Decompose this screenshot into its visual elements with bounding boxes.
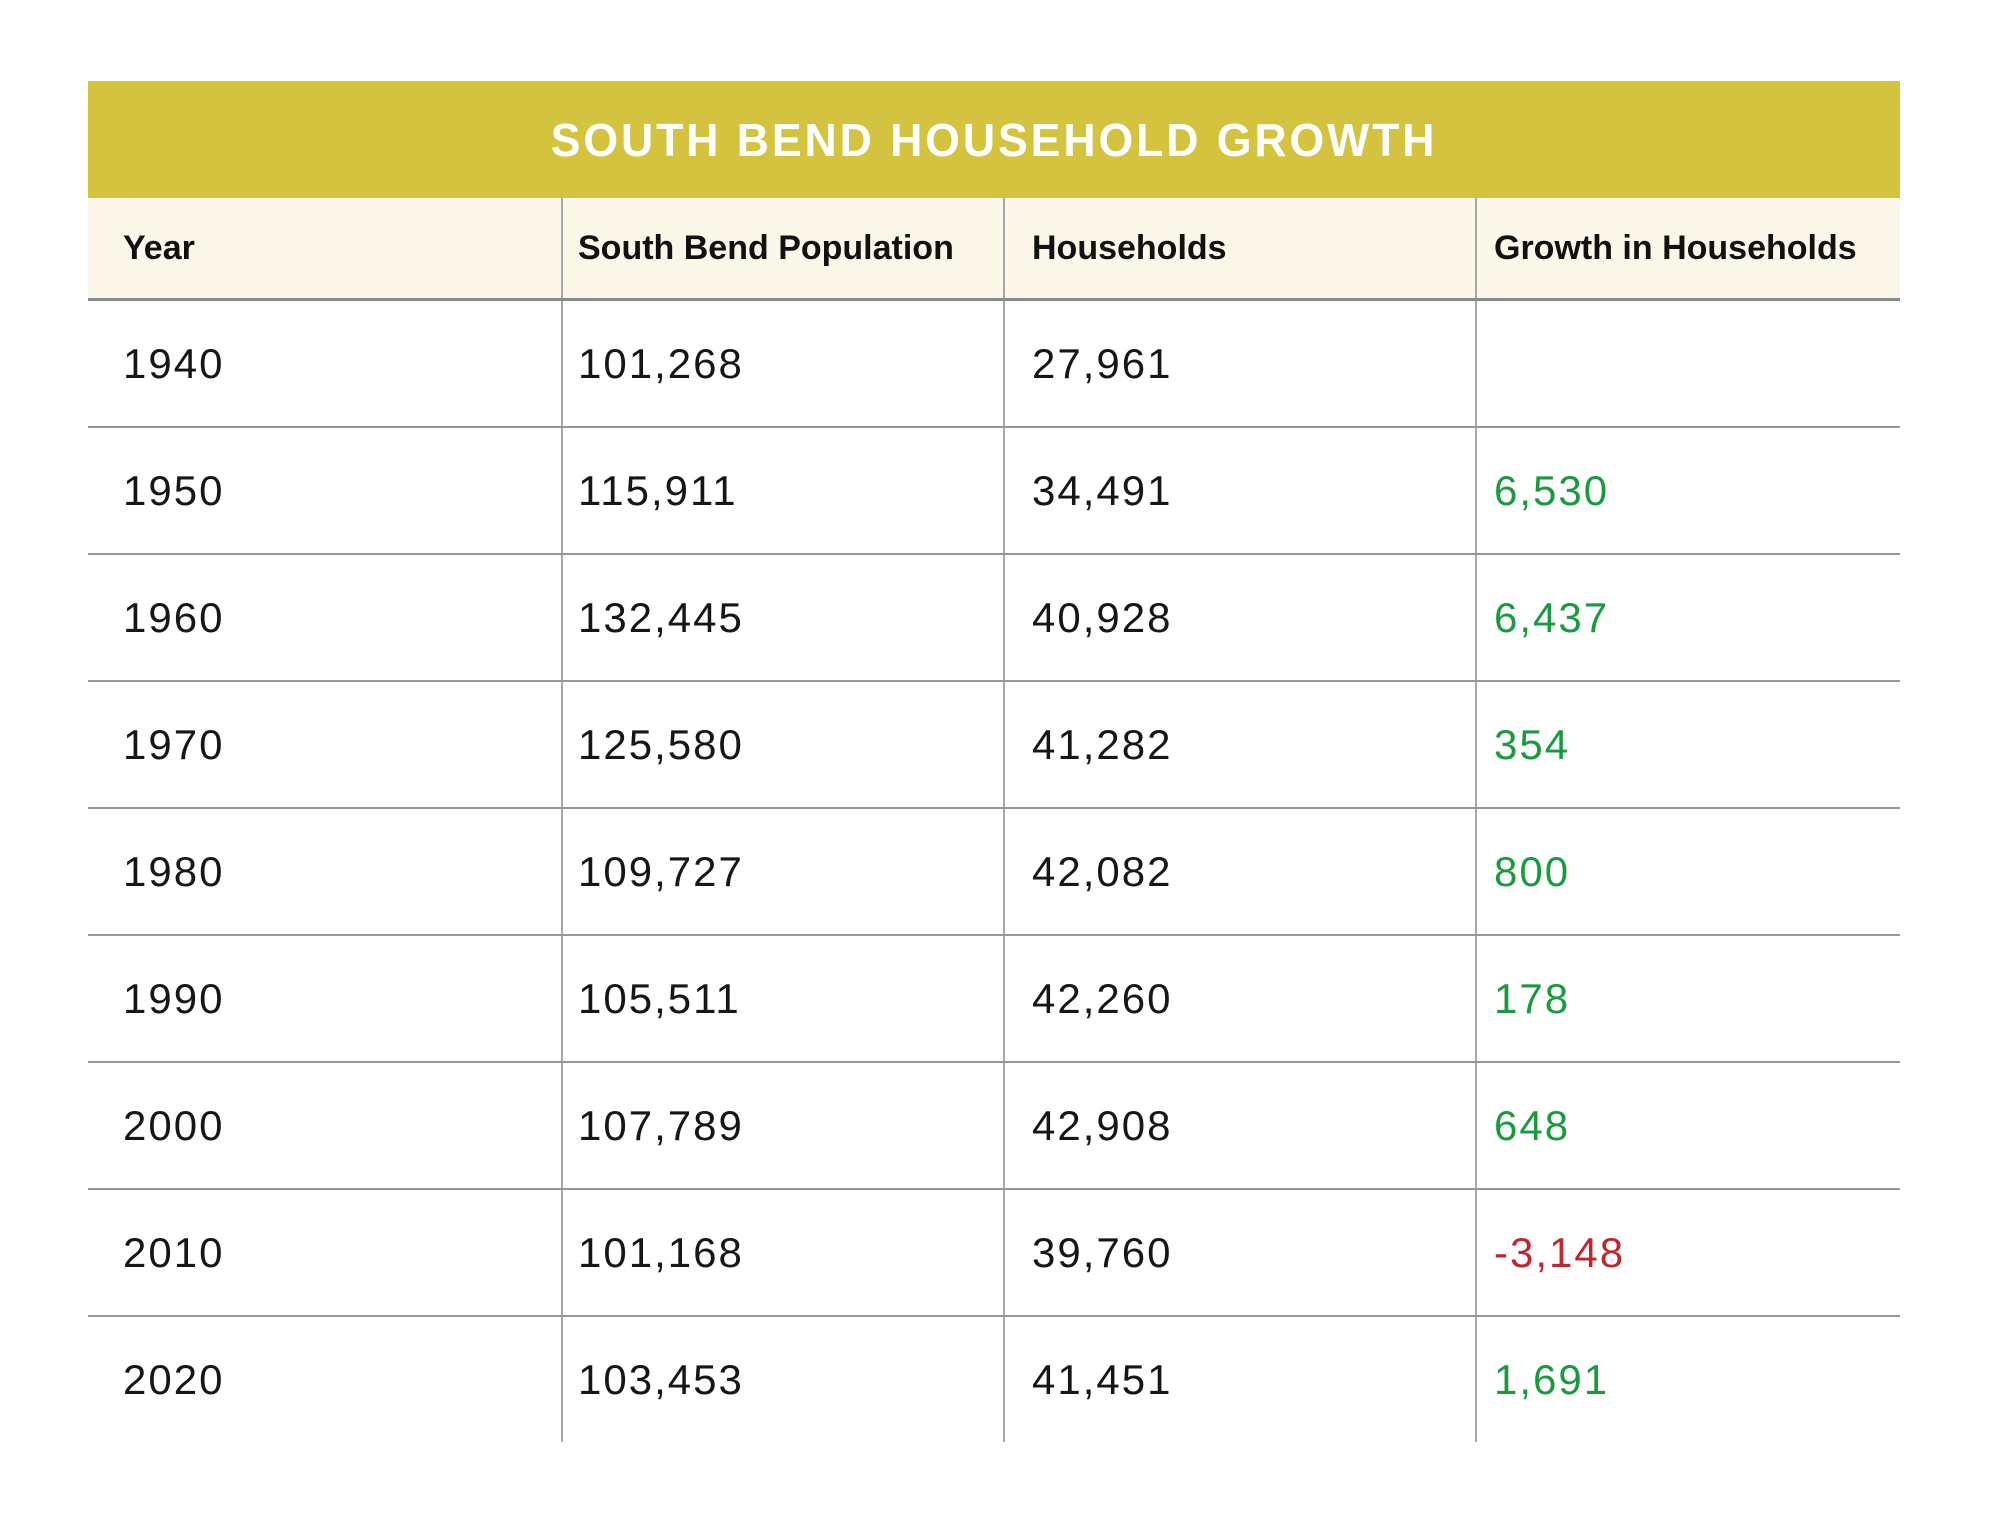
col-header-year: Year [88, 198, 563, 298]
households-cell: 41,282 [1005, 682, 1477, 807]
growth-cell: 354 [1494, 720, 1571, 768]
growth-cell: 800 [1494, 847, 1571, 895]
growth-cell: 1,691 [1494, 1355, 1610, 1403]
population-cell: 125,580 [563, 682, 1005, 807]
table-row: 2010 101,168 39,760 -3,148 [88, 1190, 1900, 1317]
table-title-bar: SOUTH BEND HOUSEHOLD GROWTH [88, 81, 1900, 198]
households-cell: 42,908 [1005, 1063, 1477, 1188]
year-cell: 1960 [88, 555, 563, 680]
year-cell: 2010 [88, 1190, 563, 1315]
households-cell: 27,961 [1005, 301, 1477, 426]
population-cell: 101,168 [563, 1190, 1005, 1315]
population-cell: 115,911 [563, 428, 1005, 553]
table-row: 2000 107,789 42,908 648 [88, 1063, 1900, 1190]
household-growth-table: SOUTH BEND HOUSEHOLD GROWTH Year South B… [88, 81, 1900, 1442]
growth-cell: 6,437 [1494, 593, 1610, 641]
growth-cell: 6,530 [1494, 466, 1610, 514]
growth-cell [1477, 301, 1900, 426]
table-row: 1960 132,445 40,928 6,437 [88, 555, 1900, 682]
year-cell: 1950 [88, 428, 563, 553]
population-cell: 101,268 [563, 301, 1005, 426]
households-cell: 42,082 [1005, 809, 1477, 934]
households-cell: 41,451 [1005, 1317, 1477, 1442]
table-row: 1950 115,911 34,491 6,530 [88, 428, 1900, 555]
col-header-households: Households [1005, 198, 1477, 298]
table-row: 1990 105,511 42,260 178 [88, 936, 1900, 1063]
col-header-population: South Bend Population [563, 198, 1005, 298]
table-title: SOUTH BEND HOUSEHOLD GROWTH [550, 113, 1438, 166]
table-row: 2020 103,453 41,451 1,691 [88, 1317, 1900, 1442]
population-cell: 109,727 [563, 809, 1005, 934]
growth-cell: 648 [1494, 1101, 1571, 1149]
households-cell: 42,260 [1005, 936, 1477, 1061]
year-cell: 2000 [88, 1063, 563, 1188]
population-cell: 107,789 [563, 1063, 1005, 1188]
year-cell: 1990 [88, 936, 563, 1061]
year-cell: 1940 [88, 301, 563, 426]
table-row: 1980 109,727 42,082 800 [88, 809, 1900, 936]
col-header-growth: Growth in Households [1494, 228, 1857, 267]
table-row: 1940 101,268 27,961 [88, 301, 1900, 428]
growth-cell: 178 [1494, 974, 1571, 1022]
year-cell: 2020 [88, 1317, 563, 1442]
table-header-row: Year South Bend Population Households Gr… [88, 198, 1900, 301]
table-body: 1940 101,268 27,961 1950 115,911 34,491 6,530 1… [88, 301, 1900, 1442]
growth-cell: -3,148 [1494, 1228, 1626, 1276]
population-cell: 105,511 [563, 936, 1005, 1061]
households-cell: 34,491 [1005, 428, 1477, 553]
households-cell: 39,760 [1005, 1190, 1477, 1315]
population-cell: 132,445 [563, 555, 1005, 680]
year-cell: 1970 [88, 682, 563, 807]
table-row: 1970 125,580 41,282 354 [88, 682, 1900, 809]
year-cell: 1980 [88, 809, 563, 934]
population-cell: 103,453 [563, 1317, 1005, 1442]
households-cell: 40,928 [1005, 555, 1477, 680]
